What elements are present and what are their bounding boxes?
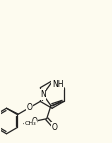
Text: O: O <box>31 117 37 126</box>
Text: NH: NH <box>52 80 63 89</box>
Text: O: O <box>52 123 57 132</box>
Text: CH₃: CH₃ <box>25 121 36 126</box>
Text: O: O <box>26 103 32 112</box>
Text: N: N <box>40 90 46 99</box>
